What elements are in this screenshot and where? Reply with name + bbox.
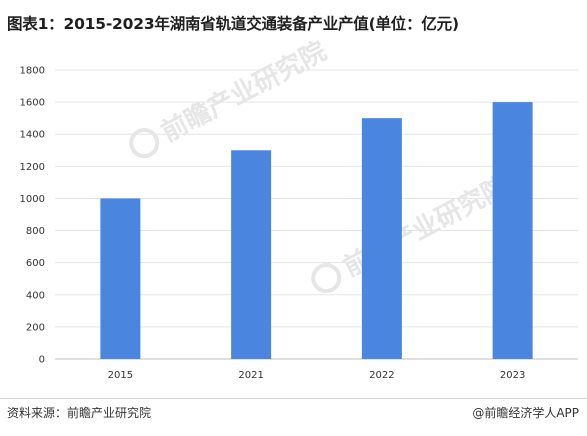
y-tick-label: 1800 — [20, 66, 45, 77]
y-tick-label: 1400 — [20, 130, 45, 141]
y-axis-ticks: 0 200 400 600 800 1000 1200 1400 1600 1800 — [20, 66, 45, 366]
bars — [100, 102, 533, 360]
bar-2022 — [361, 118, 402, 360]
y-tick-label: 0 — [39, 355, 45, 366]
gridlines — [55, 69, 578, 360]
bar-2015 — [100, 198, 141, 359]
y-tick-label: 400 — [26, 290, 45, 301]
x-tick-label: 2021 — [238, 370, 263, 381]
y-tick-label: 1200 — [20, 162, 45, 173]
y-tick-label: 1000 — [20, 194, 45, 205]
x-tick-label: 2022 — [369, 370, 394, 381]
y-tick-label: 200 — [26, 322, 45, 333]
bar-2021 — [231, 150, 272, 359]
bar-2023 — [492, 102, 533, 359]
x-tick-label: 2015 — [108, 370, 133, 381]
x-axis-ticks: 2015 2021 2022 2023 — [108, 370, 526, 381]
y-tick-label: 1600 — [20, 98, 45, 109]
footer-divider — [0, 398, 587, 399]
y-tick-label: 600 — [26, 258, 45, 269]
x-tick-label: 2023 — [500, 370, 525, 381]
source-note: 资料来源：前瞻产业研究院 — [7, 406, 152, 420]
chart-title: 图表1：2015-2023年湖南省轨道交通装备产业产值(单位：亿元) — [7, 15, 459, 33]
y-tick-label: 800 — [26, 226, 45, 237]
brand-credit: @前瞻经济学人APP — [472, 406, 579, 420]
